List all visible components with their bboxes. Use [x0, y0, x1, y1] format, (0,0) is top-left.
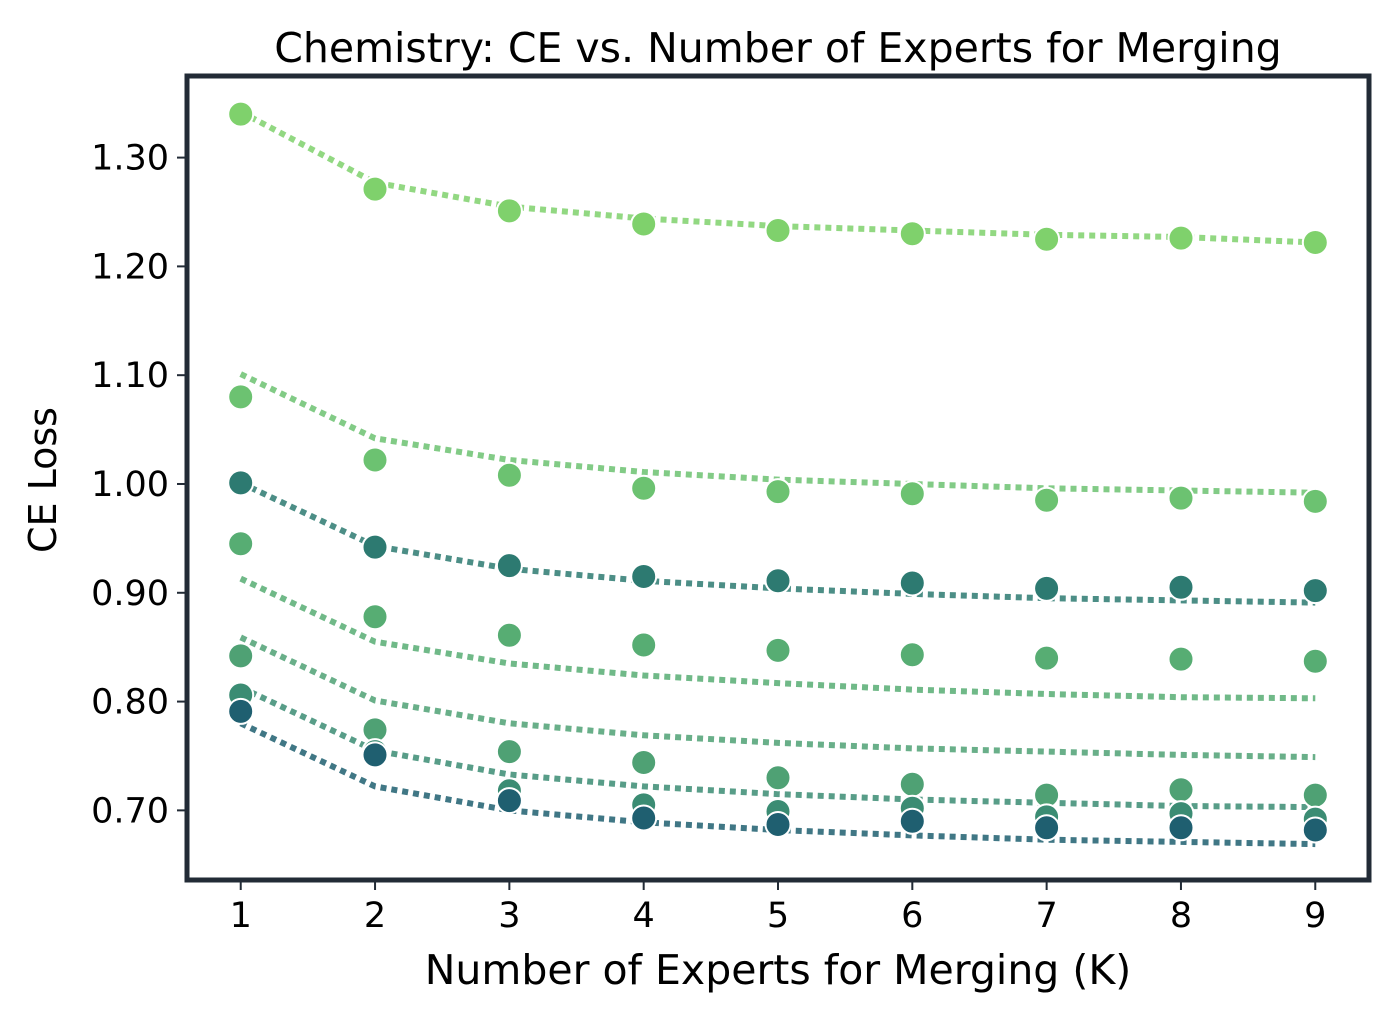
data-point-s2-k1	[227, 383, 255, 411]
data-point-s5-k2	[361, 533, 389, 561]
x-tick-label: 9	[1304, 896, 1326, 936]
data-point-s1-k4	[630, 210, 658, 238]
data-point-s1-k1	[227, 100, 255, 128]
data-point-s1-k8	[1167, 224, 1195, 252]
x-tick-label: 4	[633, 896, 655, 936]
data-point-s4-k4	[630, 749, 658, 776]
data-point-s1-k9	[1301, 229, 1329, 256]
data-point-s3-k3	[495, 621, 523, 649]
x-tick-label: 3	[498, 896, 520, 936]
data-point-s3-k5	[764, 636, 792, 664]
data-point-s2-k4	[630, 474, 658, 502]
data-point-s5-k3	[495, 552, 523, 580]
data-point-s2-k2	[361, 446, 389, 474]
data-point-s7-k5	[764, 811, 792, 838]
data-point-s4-k1	[227, 642, 255, 670]
data-points	[227, 100, 1329, 844]
data-point-s1-k6	[898, 220, 926, 248]
fit-line-2	[239, 371, 1316, 496]
data-point-s1-k2	[361, 175, 389, 203]
fit-line-3	[239, 575, 1316, 702]
data-point-s5-k9	[1301, 577, 1329, 605]
data-point-s2-k6	[898, 480, 926, 508]
axis-ticks: 1 2 3 4 5 6 7 8 9 0.70 0.80 0.90 1.00 1.10 1.20 1.30	[91, 139, 1326, 936]
x-tick-label: 7	[1035, 896, 1057, 936]
data-point-s7-k3	[495, 787, 523, 815]
data-point-s3-k6	[898, 641, 926, 669]
data-point-s5-k6	[898, 569, 926, 597]
data-point-s2-k9	[1301, 487, 1329, 515]
y-tick-label: 1.20	[91, 247, 169, 287]
data-point-s2-k3	[495, 461, 523, 489]
data-point-s7-k7	[1033, 814, 1061, 842]
plot-frame	[184, 73, 1372, 883]
data-point-s2-k8	[1167, 484, 1195, 512]
data-point-s4-k6	[898, 770, 926, 798]
data-point-s2-k7	[1033, 486, 1061, 514]
y-tick-label: 1.10	[91, 356, 169, 396]
data-point-s7-k2	[361, 741, 389, 769]
data-point-s4-k8	[1167, 776, 1195, 804]
data-point-s3-k1	[227, 530, 255, 558]
y-axis-label: CE Loss	[21, 407, 65, 553]
y-tick-label: 1.30	[91, 139, 169, 179]
data-point-s2-k5	[764, 478, 792, 506]
data-point-s5-k4	[630, 563, 658, 590]
data-point-s3-k7	[1033, 644, 1061, 672]
x-axis-label: Number of Experts for Merging (K)	[425, 946, 1132, 994]
data-point-s7-k6	[898, 807, 926, 835]
data-point-s4-k3	[495, 738, 523, 766]
fit-line-1	[239, 109, 1316, 246]
y-tick-label: 0.80	[91, 683, 169, 723]
data-point-s4-k5	[764, 764, 792, 792]
y-tick-label: 0.70	[91, 791, 169, 831]
data-point-s3-k4	[630, 631, 658, 659]
data-point-s4-k9	[1301, 781, 1329, 809]
x-tick-label: 5	[767, 896, 789, 936]
chart-title: Chemistry: CE vs. Number of Experts for …	[274, 24, 1281, 72]
y-tick-label: 1.00	[91, 465, 169, 505]
y-tick-label: 0.90	[91, 574, 169, 614]
data-point-s7-k1	[227, 697, 255, 725]
data-point-s1-k7	[1033, 225, 1061, 253]
data-point-s5-k1	[227, 469, 255, 497]
fit-line-6	[239, 684, 1316, 811]
x-tick-label: 6	[901, 896, 923, 936]
data-point-s5-k7	[1033, 574, 1061, 602]
data-point-s5-k8	[1167, 573, 1195, 601]
data-point-s7-k4	[630, 804, 658, 832]
data-point-s7-k8	[1167, 814, 1195, 842]
data-point-s3-k9	[1301, 647, 1329, 675]
x-tick-label: 2	[364, 896, 386, 936]
data-point-s5-k5	[764, 567, 792, 595]
data-point-s1-k3	[495, 197, 523, 225]
data-point-s3-k8	[1167, 645, 1195, 673]
data-point-s7-k9	[1301, 816, 1329, 844]
data-point-s1-k5	[764, 217, 792, 244]
x-tick-label: 8	[1170, 896, 1192, 936]
data-point-s3-k2	[361, 603, 389, 631]
fit-line-4	[239, 634, 1316, 761]
x-tick-label: 1	[230, 896, 252, 936]
